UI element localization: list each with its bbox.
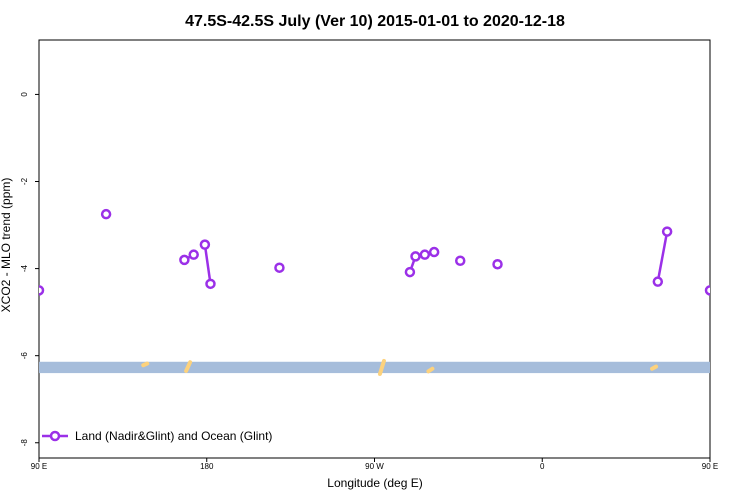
land-patch xyxy=(650,364,659,371)
data-point xyxy=(492,258,503,270)
data-point xyxy=(410,251,421,262)
land-patch xyxy=(426,366,435,374)
y-tick-label: -4 xyxy=(20,264,29,272)
series-layer xyxy=(39,208,710,296)
y-tick-label: 0 xyxy=(20,92,29,97)
data-point xyxy=(652,276,664,287)
data-point xyxy=(404,266,416,278)
land-patch xyxy=(141,361,150,368)
data-point xyxy=(274,262,285,273)
x-tick-label: 0 xyxy=(540,462,545,471)
x-tick-label: 90 W xyxy=(365,462,384,471)
y-axis-label: XCO2 - MLO trend (ppm) xyxy=(0,178,13,313)
land-patch xyxy=(377,358,386,376)
x-tick-label: 180 xyxy=(200,462,214,471)
land-ocean-band xyxy=(39,358,710,376)
data-point xyxy=(188,249,199,260)
land-patch xyxy=(184,360,193,373)
data-point xyxy=(199,239,211,250)
data-point xyxy=(454,255,466,267)
plot-frame xyxy=(38,39,711,459)
series-line xyxy=(203,244,212,285)
chart-title: 47.5S-42.5S July (Ver 10) 2015-01-01 to … xyxy=(185,13,565,30)
data-point xyxy=(205,278,216,290)
y-tick-label: -2 xyxy=(20,177,29,185)
legend-marker xyxy=(49,430,61,442)
data-point xyxy=(39,285,45,296)
data-point xyxy=(704,285,710,296)
y-tick-label: -6 xyxy=(20,352,29,360)
axes: 90 E 180 90 W 0 90 E 0 -2 -4 -6 -8 xyxy=(20,92,718,471)
x-axis-label: Longitude (deg E) xyxy=(327,476,422,490)
legend: Land (Nadir&Glint) and Ocean (Glint) xyxy=(42,429,272,443)
ocean-band xyxy=(39,361,710,374)
data-point xyxy=(100,208,112,220)
data-point xyxy=(179,254,190,266)
x-tick-label: 90 E xyxy=(31,462,47,471)
x-tick-label: 90 E xyxy=(702,462,718,471)
data-point xyxy=(419,249,431,260)
series-line xyxy=(656,231,669,282)
data-point xyxy=(661,226,673,237)
legend-label: Land (Nadir&Glint) and Ocean (Glint) xyxy=(75,429,272,443)
y-tick-label: -8 xyxy=(20,439,29,447)
data-point xyxy=(428,246,440,258)
